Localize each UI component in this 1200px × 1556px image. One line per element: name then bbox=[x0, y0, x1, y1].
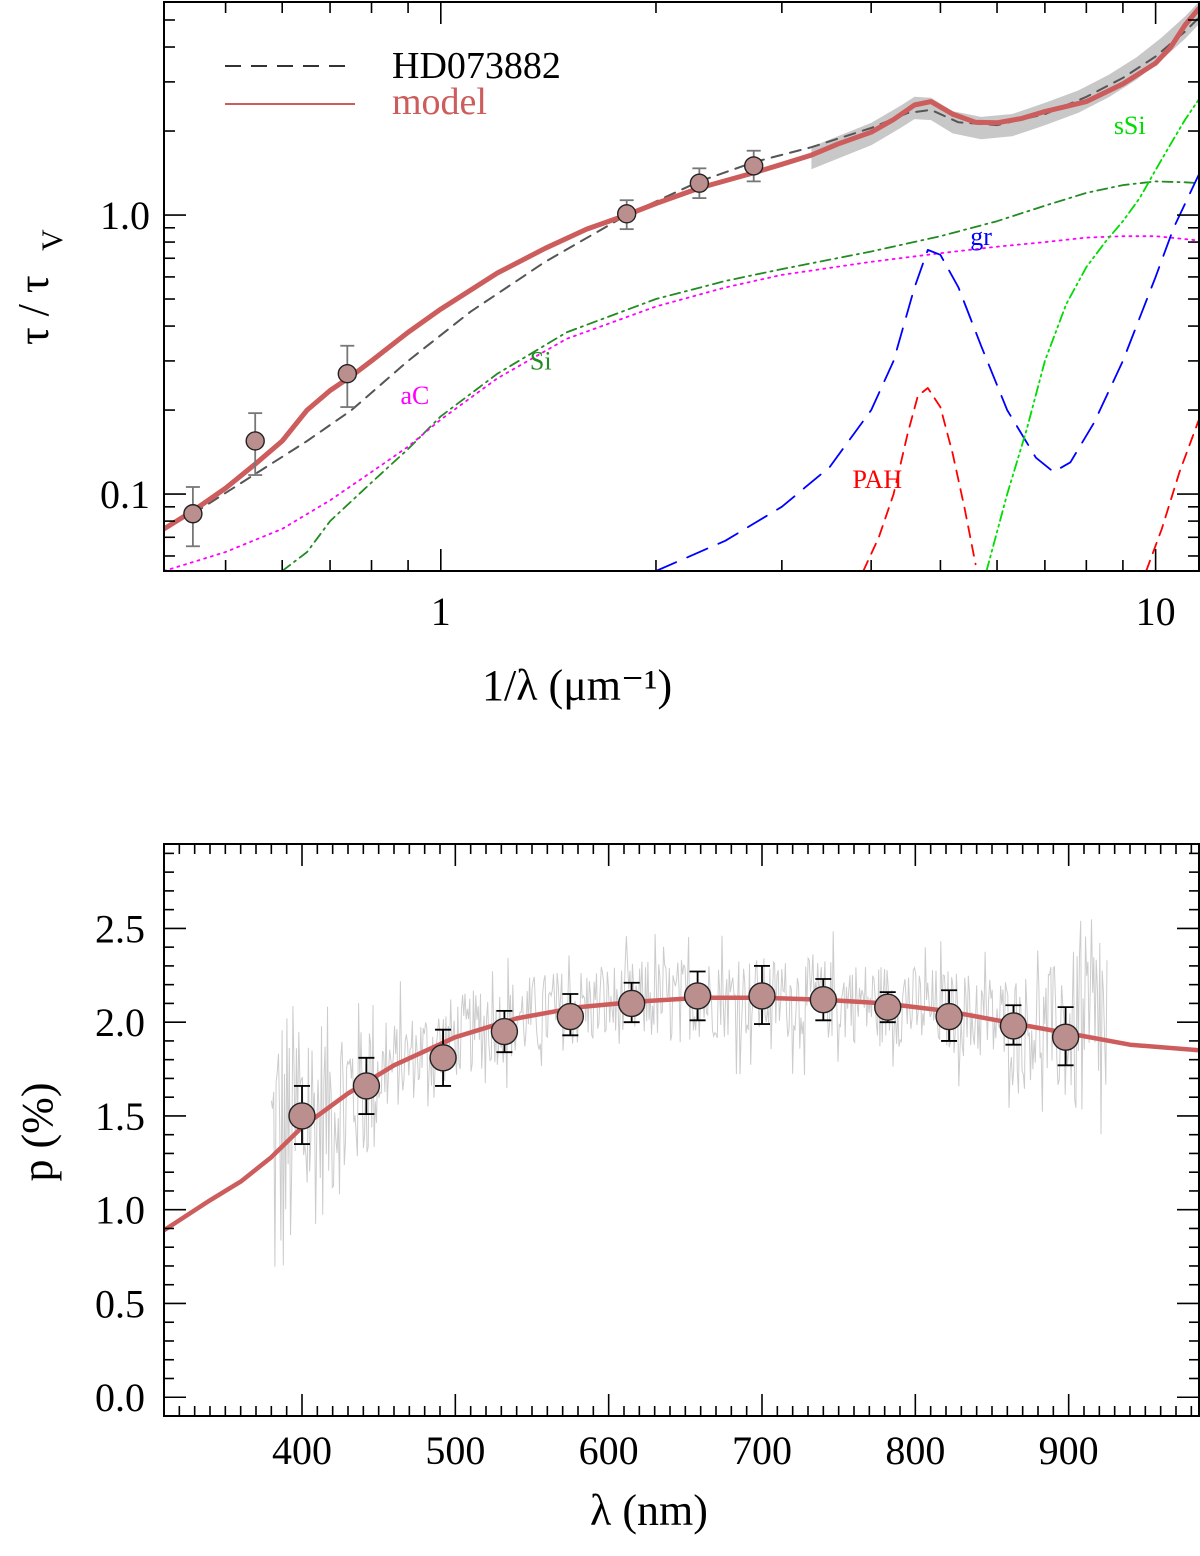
component-label-ac: aC bbox=[400, 381, 429, 410]
bottom-axis-ticks: 400 500 600 700 800 900 0.0 0.5 1.0 1.5 2.0 2.5 bbox=[95, 844, 1199, 1473]
bottom-y-axis-label: p (%) bbox=[13, 1083, 62, 1182]
top-x-tick-label: 10 bbox=[1136, 589, 1176, 634]
top-y-axis-label-sub: V bbox=[36, 229, 69, 251]
bottom-x-axis-label: λ (nm) bbox=[590, 1486, 708, 1535]
legend-label-model: model bbox=[392, 81, 487, 123]
top-data-point bbox=[616, 204, 637, 224]
top-x-tick-label: 1 bbox=[431, 589, 451, 634]
observed-uv-band bbox=[811, 2, 1199, 170]
legend: HD073882 model bbox=[225, 45, 561, 123]
series-line-si bbox=[281, 180, 1199, 571]
top-y-tick-label: 1.0 bbox=[100, 193, 150, 238]
bottom-x-tick-label: 600 bbox=[579, 1428, 639, 1473]
bottom-data-point bbox=[999, 1012, 1028, 1040]
top-y-axis-label-main: τ / τ bbox=[9, 275, 58, 345]
component-label-gr: gr bbox=[970, 222, 992, 251]
bottom-data-point bbox=[809, 985, 838, 1014]
series-line-ac bbox=[164, 235, 1199, 571]
observed-band-layer bbox=[811, 2, 1199, 170]
bottom-y-tick-label: 2.0 bbox=[95, 1000, 145, 1045]
top-y-axis-label: τ / τ V bbox=[9, 229, 69, 345]
top-panel-extinction: 1 10 0.1 1.0 Si aC gr PAH sSi HD073882 model 1/… bbox=[9, 1, 1200, 710]
bottom-y-tick-label: 0.0 bbox=[95, 1375, 145, 1420]
series-line-hd073882 bbox=[191, 16, 1199, 515]
bottom-y-tick-label: 1.5 bbox=[95, 1094, 145, 1139]
component-label-pah: PAH bbox=[852, 465, 902, 494]
top-data-point bbox=[744, 156, 764, 176]
series-layer bbox=[164, 5, 1199, 571]
bottom-data-point bbox=[935, 1002, 963, 1031]
top-plot-frame bbox=[163, 1, 1200, 572]
model-layer bbox=[164, 995, 1199, 1233]
top-data-point bbox=[689, 173, 710, 193]
bottom-data-point bbox=[748, 982, 776, 1010]
component-label-si: Si bbox=[530, 346, 552, 375]
bottom-x-tick-label: 500 bbox=[425, 1428, 485, 1473]
bottom-data-point bbox=[490, 1017, 519, 1046]
bottom-x-tick-label: 900 bbox=[1039, 1428, 1099, 1473]
top-data-point bbox=[245, 431, 265, 451]
observed-spectrum-line bbox=[270, 919, 1108, 1267]
bottom-panel-polarization: 400 500 600 700 800 900 0.0 0.5 1.0 1.5 2.0 2.5 λ (… bbox=[13, 843, 1200, 1535]
bottom-x-tick-label: 400 bbox=[272, 1428, 332, 1473]
series-line-gr bbox=[655, 173, 1199, 571]
bottom-data-point bbox=[683, 982, 712, 1010]
legend-label-hd073882: HD073882 bbox=[392, 45, 561, 87]
series-line-pah bbox=[862, 387, 1199, 571]
bottom-x-tick-label: 700 bbox=[732, 1428, 792, 1473]
top-axis-ticks: 1 10 0.1 1.0 bbox=[100, 2, 1199, 634]
bottom-data-point bbox=[1051, 1023, 1080, 1051]
bottom-data-point bbox=[617, 989, 646, 1018]
bottom-plot-frame bbox=[163, 843, 1200, 1417]
bottom-data-points bbox=[288, 965, 1080, 1145]
series-line-model bbox=[164, 5, 1199, 532]
spectrum-layer bbox=[270, 919, 1108, 1267]
bottom-data-point bbox=[874, 993, 902, 1021]
bottom-data-point bbox=[288, 1102, 316, 1130]
top-data-point bbox=[337, 363, 358, 384]
bottom-x-tick-label: 800 bbox=[885, 1428, 945, 1473]
bottom-y-tick-label: 0.5 bbox=[95, 1281, 145, 1326]
model-line bbox=[164, 995, 1199, 1233]
top-y-tick-label: 0.1 bbox=[100, 472, 150, 517]
bottom-y-tick-label: 1.0 bbox=[95, 1188, 145, 1233]
top-data-point bbox=[183, 504, 203, 524]
bottom-data-point bbox=[429, 1044, 457, 1072]
top-data-points bbox=[183, 149, 764, 548]
bottom-data-point bbox=[556, 1002, 585, 1031]
bottom-y-tick-label: 2.5 bbox=[95, 906, 145, 951]
bottom-data-point bbox=[352, 1072, 381, 1100]
component-labels: Si aC gr PAH sSi bbox=[400, 111, 1145, 494]
component-label-ssi: sSi bbox=[1114, 111, 1146, 140]
series-line-ssi bbox=[985, 98, 1199, 571]
top-x-axis-label: 1/λ (μm⁻¹) bbox=[482, 661, 672, 710]
